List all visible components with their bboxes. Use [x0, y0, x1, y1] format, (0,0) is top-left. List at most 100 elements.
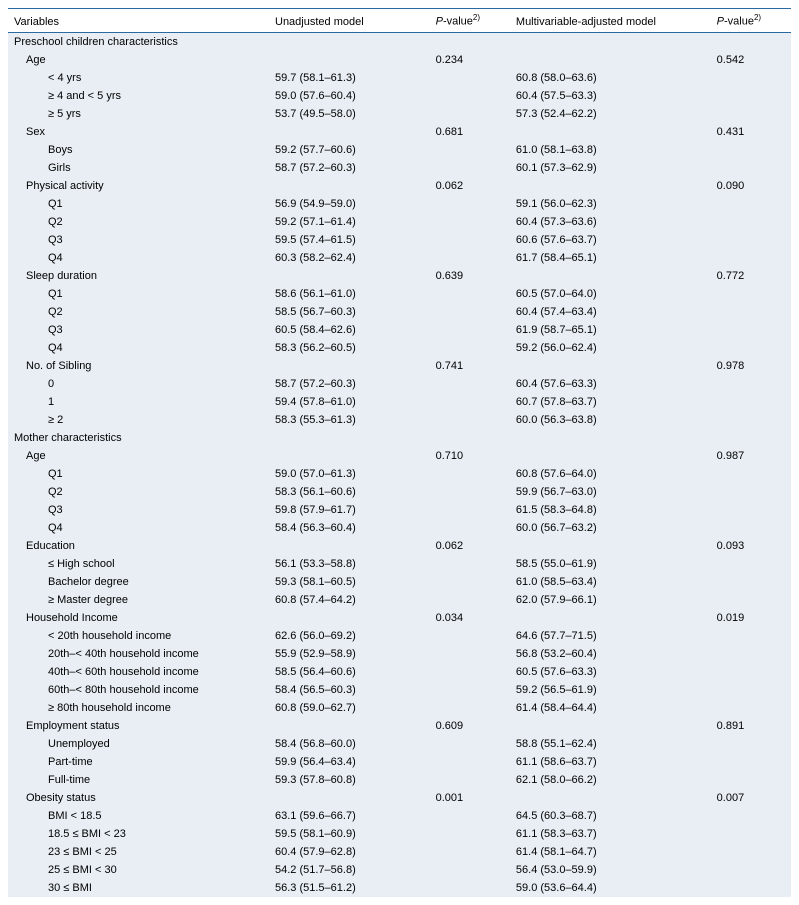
- empty-cell: [430, 555, 510, 573]
- empty-cell: [711, 753, 791, 771]
- p1-sup: 2): [473, 13, 480, 22]
- group-p1: 0.681: [430, 123, 510, 141]
- value-adjusted: 56.8 (53.2–60.4): [510, 645, 711, 663]
- value-adjusted: 61.9 (58.7–65.1): [510, 321, 711, 339]
- empty-cell: [430, 591, 510, 609]
- value-unadjusted: 53.7 (49.5–58.0): [269, 105, 430, 123]
- value-label: 23 ≤ BMI < 25: [8, 843, 269, 861]
- value-row: ≥ Master degree60.8 (57.4–64.2)62.0 (57.…: [8, 591, 791, 609]
- value-label: Unemployed: [8, 735, 269, 753]
- value-unadjusted: 58.7 (57.2–60.3): [269, 159, 430, 177]
- group-p2: 0.772: [711, 267, 791, 285]
- value-label: Boys: [8, 141, 269, 159]
- value-label: < 20th household income: [8, 627, 269, 645]
- empty-cell: [711, 321, 791, 339]
- group-label: No. of Sibling: [8, 357, 269, 375]
- col-pvalue-1: P-value2): [430, 9, 510, 33]
- group-p1: 0.741: [430, 357, 510, 375]
- empty-cell: [269, 357, 430, 375]
- empty-cell: [711, 573, 791, 591]
- empty-cell: [430, 375, 510, 393]
- value-unadjusted: 59.2 (57.7–60.6): [269, 141, 430, 159]
- value-adjusted: 57.3 (52.4–62.2): [510, 105, 711, 123]
- empty-cell: [711, 411, 791, 429]
- empty-cell: [430, 807, 510, 825]
- empty-cell: [711, 231, 791, 249]
- group-label: Age: [8, 447, 269, 465]
- group-p2: 0.978: [711, 357, 791, 375]
- empty-cell: [711, 303, 791, 321]
- empty-cell: [430, 231, 510, 249]
- empty-cell: [430, 87, 510, 105]
- empty-cell: [430, 627, 510, 645]
- value-unadjusted: 58.6 (56.1–61.0): [269, 285, 430, 303]
- empty-cell: [711, 627, 791, 645]
- empty-cell: [711, 807, 791, 825]
- value-adjusted: 60.0 (56.7–63.2): [510, 519, 711, 537]
- empty-cell: [430, 303, 510, 321]
- value-adjusted: 60.6 (57.6–63.7): [510, 231, 711, 249]
- value-adjusted: 64.5 (60.3–68.7): [510, 807, 711, 825]
- value-label: ≥ 2: [8, 411, 269, 429]
- empty-cell: [430, 483, 510, 501]
- value-unadjusted: 59.3 (57.8–60.8): [269, 771, 430, 789]
- empty-cell: [711, 879, 791, 897]
- group-label: Household Income: [8, 609, 269, 627]
- value-row: Q458.3 (56.2–60.5)59.2 (56.0–62.4): [8, 339, 791, 357]
- empty-cell: [510, 51, 711, 69]
- value-row: 159.4 (57.8–61.0)60.7 (57.8–63.7): [8, 393, 791, 411]
- empty-cell: [711, 159, 791, 177]
- group-p2: 0.431: [711, 123, 791, 141]
- empty-cell: [430, 213, 510, 231]
- group-label: Physical activity: [8, 177, 269, 195]
- group-p1: 0.062: [430, 537, 510, 555]
- value-adjusted: 56.4 (53.0–59.9): [510, 861, 711, 879]
- value-label: ≥ 80th household income: [8, 699, 269, 717]
- section-row: Mother characteristics: [8, 429, 791, 447]
- value-adjusted: 58.8 (55.1–62.4): [510, 735, 711, 753]
- group-p2: 0.090: [711, 177, 791, 195]
- section-title: Preschool children characteristics: [8, 32, 791, 51]
- empty-cell: [711, 375, 791, 393]
- value-row: < 20th household income62.6 (56.0–69.2)6…: [8, 627, 791, 645]
- empty-cell: [430, 69, 510, 87]
- value-adjusted: 60.4 (57.6–63.3): [510, 375, 711, 393]
- value-row: Q360.5 (58.4–62.6)61.9 (58.7–65.1): [8, 321, 791, 339]
- value-adjusted: 60.7 (57.8–63.7): [510, 393, 711, 411]
- value-unadjusted: 59.5 (58.1–60.9): [269, 825, 430, 843]
- empty-cell: [430, 753, 510, 771]
- value-row: Q259.2 (57.1–61.4)60.4 (57.3–63.6): [8, 213, 791, 231]
- empty-cell: [430, 465, 510, 483]
- empty-cell: [269, 267, 430, 285]
- group-p2: 0.891: [711, 717, 791, 735]
- empty-cell: [430, 771, 510, 789]
- group-p1: 0.234: [430, 51, 510, 69]
- empty-cell: [430, 699, 510, 717]
- value-label: 25 ≤ BMI < 30: [8, 861, 269, 879]
- value-unadjusted: 59.0 (57.0–61.3): [269, 465, 430, 483]
- value-unadjusted: 56.3 (51.5–61.2): [269, 879, 430, 897]
- empty-cell: [510, 609, 711, 627]
- group-row: Age0.7100.987: [8, 447, 791, 465]
- group-row: Education0.0620.093: [8, 537, 791, 555]
- value-row: 30 ≤ BMI56.3 (51.5–61.2)59.0 (53.6–64.4): [8, 879, 791, 897]
- value-unadjusted: 55.9 (52.9–58.9): [269, 645, 430, 663]
- empty-cell: [711, 249, 791, 267]
- empty-cell: [430, 249, 510, 267]
- value-label: Girls: [8, 159, 269, 177]
- value-label: Q3: [8, 231, 269, 249]
- value-label: ≥ 5 yrs: [8, 105, 269, 123]
- group-label: Obesity status: [8, 789, 269, 807]
- value-row: 25 ≤ BMI < 3054.2 (51.7–56.8)56.4 (53.0–…: [8, 861, 791, 879]
- value-label: Q2: [8, 303, 269, 321]
- group-row: Obesity status0.0010.007: [8, 789, 791, 807]
- value-row: Boys59.2 (57.7–60.6)61.0 (58.1–63.8): [8, 141, 791, 159]
- empty-cell: [510, 267, 711, 285]
- group-p1: 0.710: [430, 447, 510, 465]
- group-p2: 0.007: [711, 789, 791, 807]
- value-unadjusted: 63.1 (59.6–66.7): [269, 807, 430, 825]
- value-adjusted: 58.5 (55.0–61.9): [510, 555, 711, 573]
- col-pvalue-2: P-value2): [711, 9, 791, 33]
- empty-cell: [711, 501, 791, 519]
- group-p1: 0.034: [430, 609, 510, 627]
